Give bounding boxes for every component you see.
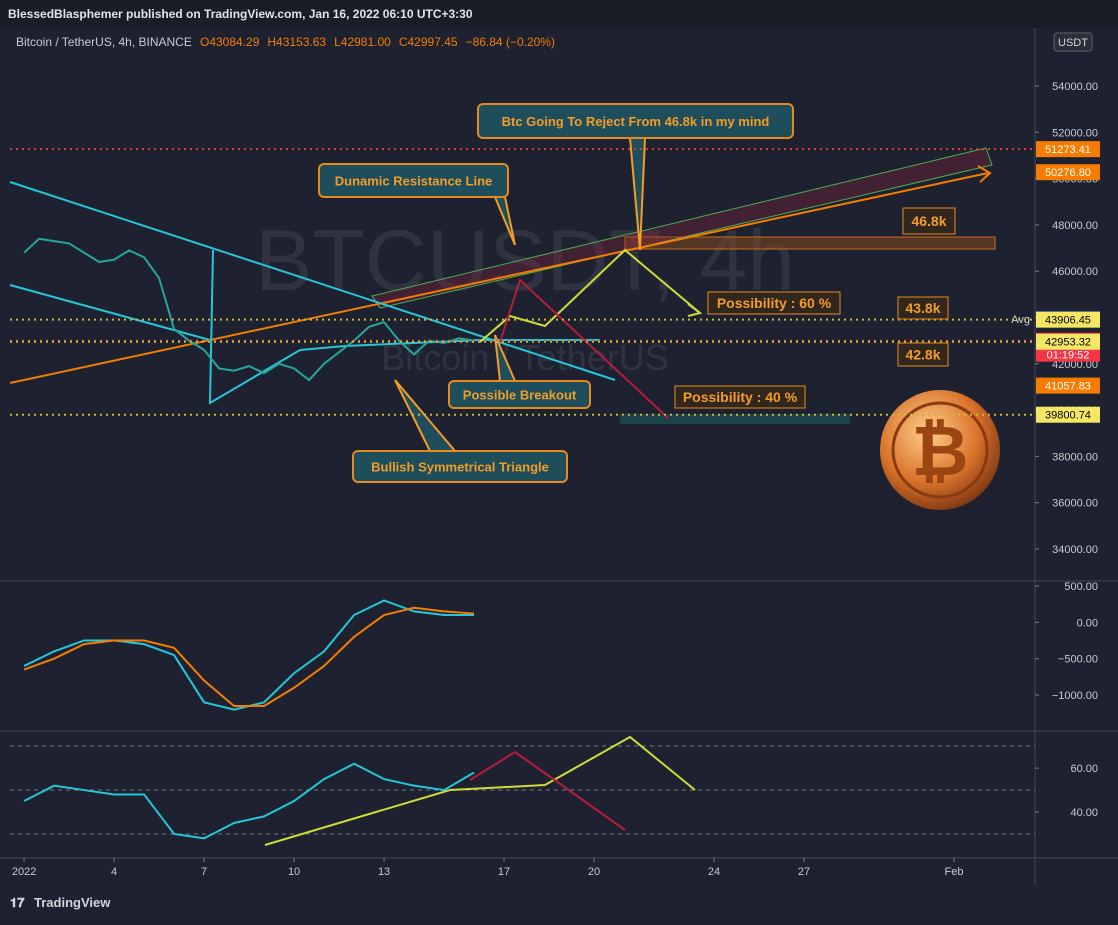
x-tick-label: 20	[588, 866, 600, 878]
annotation-text: Possibility : 60 %	[717, 295, 832, 311]
coin-symbol: ₿	[911, 412, 968, 490]
footer-logo: 𝟏𝟕	[10, 895, 25, 910]
coin-ring	[891, 401, 989, 499]
projection	[479, 248, 701, 343]
y-tick-label: 500.00	[1064, 581, 1098, 593]
price-badge	[1036, 333, 1100, 350]
ohlc-value: L42981.00	[334, 35, 391, 49]
y-tick-label: −500.00	[1058, 654, 1098, 666]
x-tick-label: 10	[288, 866, 300, 878]
top-bar	[0, 0, 1118, 28]
annotation-box	[352, 450, 568, 483]
price-badge	[1036, 406, 1100, 423]
series-line	[23, 237, 475, 382]
price-badge	[1036, 164, 1100, 181]
symbol: Bitcoin / TetherUS, 4h, BINANCE	[16, 35, 192, 49]
arrow	[687, 303, 703, 317]
annotation-text: 46.8k	[911, 213, 946, 229]
annotation-box	[674, 385, 806, 409]
arrow	[977, 165, 992, 183]
ohlc: O43084.29 H43153.63 L42981.00 C42997.45 −86.…	[200, 35, 555, 49]
y-tick-label: 48000.00	[1052, 220, 1098, 232]
y-tick-label: 38000.00	[1052, 451, 1098, 463]
footer-brand: TradingView	[34, 895, 111, 910]
projection	[469, 750, 626, 831]
bitcoin-coin	[880, 390, 1000, 510]
y-tick-label: 0.00	[1077, 617, 1098, 629]
countdown: 01:19:52	[1047, 350, 1090, 362]
watermark: BTCUSDT, 4h	[255, 213, 795, 309]
pointer	[494, 196, 516, 246]
layer: 34000.0036000.0038000.0040000.0042000.00…	[10, 81, 1100, 878]
y-tick-label: 34000.00	[1052, 544, 1098, 556]
x-tick-label: 27	[798, 866, 810, 878]
pointer	[629, 137, 646, 251]
price-label: 39800.74	[1045, 410, 1091, 422]
price-label: 43906.45	[1045, 315, 1091, 327]
annotation-text: Dunamic Resistance Line	[335, 174, 493, 189]
annotation-box	[318, 163, 509, 198]
annotation-box	[897, 296, 949, 320]
currency-badge	[1053, 32, 1093, 52]
y-tick-label: −1000.00	[1052, 690, 1098, 702]
y-tick-label: 52000.00	[1052, 127, 1098, 139]
annotation-text: Btc Going To Reject From 46.8k in my min…	[502, 114, 770, 129]
y-tick-label: 42000.00	[1052, 359, 1098, 371]
annotation-box	[448, 380, 591, 409]
series-line	[23, 762, 475, 840]
y-tick-label: 46000.00	[1052, 266, 1098, 278]
annotation-text: Possible Breakout	[463, 388, 577, 403]
price-label: 50276.80	[1045, 167, 1091, 179]
x-tick-label: 17	[498, 866, 510, 878]
pointer	[494, 334, 516, 382]
price-badge	[1036, 311, 1100, 328]
price-label: 51273.41	[1045, 144, 1091, 156]
x-tick-label: 7	[201, 866, 207, 878]
trendline	[9, 181, 616, 381]
annotation-text: 42.8k	[905, 347, 940, 363]
series-line	[23, 606, 475, 707]
annotation-text: Bullish Symmetrical Triangle	[371, 460, 549, 475]
annotation-box	[902, 207, 956, 235]
avg-label: Avg	[1011, 314, 1030, 326]
countdown-badge	[1036, 347, 1100, 362]
ohlc-value: C42997.45	[399, 35, 458, 49]
x-tick-label: 13	[378, 866, 390, 878]
x-tick-label: Feb	[945, 866, 964, 878]
annotation-box	[707, 291, 841, 315]
projection	[264, 735, 696, 846]
y-tick-label: 40.00	[1070, 807, 1098, 819]
price-badge	[1036, 377, 1100, 394]
price-label: 42953.32	[1045, 337, 1091, 349]
zone	[620, 414, 850, 424]
x-tick-label: 4	[111, 866, 117, 878]
watermark-sub: Bitcoin / TetherUS	[381, 337, 668, 378]
y-tick-label: 54000.00	[1052, 81, 1098, 93]
y-tick-label: 60.00	[1070, 763, 1098, 775]
ohlc-value: −86.84 (−0.20%)	[466, 35, 555, 49]
x-tick-label: 2022	[12, 866, 36, 878]
projection	[499, 278, 669, 419]
currency: USDT	[1058, 37, 1088, 49]
ohlc-value: O43084.29	[200, 35, 260, 49]
annotation-box	[477, 103, 794, 139]
annotation-text: 43.8k	[905, 300, 940, 316]
ohlc-value: H43153.63	[267, 35, 326, 49]
price-label: 41057.83	[1045, 381, 1091, 393]
trendline	[9, 172, 989, 384]
price-badge	[1036, 141, 1100, 158]
x-tick-label: 24	[708, 866, 720, 878]
zone	[624, 236, 996, 250]
annotation-text: Possibility : 40 %	[683, 389, 798, 405]
publisher: BlessedBlasphemer published on TradingVi…	[8, 7, 473, 21]
annotation-box	[897, 342, 949, 367]
y-tick-label: 36000.00	[1052, 498, 1098, 510]
